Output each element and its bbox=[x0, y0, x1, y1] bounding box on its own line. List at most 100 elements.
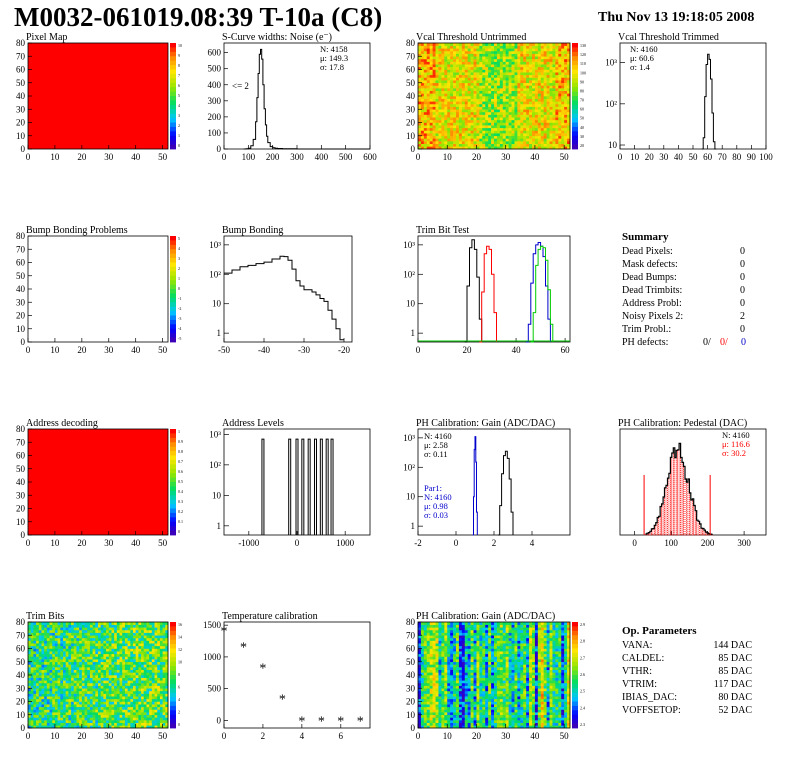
heatmap-cell bbox=[523, 122, 527, 126]
heatmap-cell bbox=[154, 624, 158, 628]
heatmap-cell bbox=[100, 680, 104, 684]
heatmap-cell bbox=[420, 143, 425, 147]
heatmap-cell bbox=[73, 709, 77, 713]
stats-line: Par1: bbox=[424, 483, 442, 493]
heatmap-cell bbox=[418, 624, 422, 628]
heatmap-cell bbox=[423, 93, 428, 97]
heatmap-cell bbox=[429, 61, 433, 65]
heatmap-cell bbox=[135, 669, 139, 673]
heatmap-cell bbox=[57, 651, 61, 655]
heatmap-cell bbox=[444, 101, 448, 105]
heatmap-cell bbox=[71, 656, 75, 660]
heatmap-cell bbox=[444, 106, 448, 110]
heatmap-cell bbox=[92, 661, 96, 665]
heatmap-cell bbox=[447, 96, 451, 99]
heatmap-cell bbox=[79, 672, 83, 676]
heatmap-cell bbox=[426, 637, 430, 641]
heatmap-cell bbox=[514, 50, 518, 54]
heatmap-cell bbox=[537, 125, 542, 129]
heatmap-cell bbox=[499, 122, 504, 126]
heatmap-cell bbox=[561, 117, 565, 121]
heatmap-cell bbox=[491, 61, 495, 65]
heatmap-cell bbox=[124, 706, 128, 710]
heatmap-cell bbox=[517, 74, 521, 78]
heatmap-cell bbox=[418, 74, 422, 78]
heatmap-cell bbox=[154, 656, 158, 660]
heatmap-cell bbox=[426, 127, 430, 131]
heatmap-cell bbox=[432, 661, 436, 665]
heatmap-cell bbox=[526, 45, 530, 49]
heatmap-cell bbox=[130, 706, 134, 710]
heatmap-cell bbox=[130, 690, 134, 694]
heatmap-cell bbox=[561, 96, 565, 99]
heatmap-cell bbox=[44, 680, 48, 684]
heatmap-cell bbox=[526, 109, 530, 113]
heatmap-cell bbox=[157, 645, 161, 649]
heatmap-cell bbox=[426, 125, 430, 129]
heatmap-cell bbox=[44, 648, 48, 652]
heatmap-cell bbox=[41, 645, 45, 649]
heatmap-cell bbox=[450, 82, 454, 86]
heatmap-cell bbox=[532, 56, 536, 60]
x-tick-label: -40 bbox=[258, 345, 270, 355]
heatmap-cell bbox=[426, 58, 430, 62]
heatmap-cell bbox=[520, 82, 524, 86]
heatmap-cell bbox=[467, 122, 471, 126]
heatmap-cell bbox=[473, 90, 477, 94]
heatmap-cell bbox=[89, 643, 93, 647]
heatmap-cell bbox=[106, 701, 110, 705]
heatmap-cell bbox=[141, 645, 145, 649]
heatmap-cell bbox=[432, 77, 436, 81]
heatmap-cell bbox=[154, 693, 158, 697]
heatmap-cell bbox=[100, 667, 104, 670]
heatmap-cell bbox=[438, 93, 442, 97]
heatmap-cell bbox=[111, 667, 115, 670]
x-tick-label: 0 bbox=[632, 538, 637, 548]
heatmap-cell bbox=[517, 114, 521, 118]
heatmap-cell bbox=[499, 74, 504, 78]
heatmap-cell bbox=[444, 135, 448, 139]
heatmap-cell bbox=[84, 709, 88, 713]
heatmap-cell bbox=[135, 685, 139, 689]
heatmap-cell bbox=[435, 85, 439, 89]
heatmap-cell bbox=[532, 64, 536, 68]
heatmap-cell bbox=[44, 677, 48, 681]
heatmap-cell bbox=[458, 111, 463, 115]
heatmap-cell bbox=[429, 138, 433, 142]
heatmap-cell bbox=[517, 61, 521, 65]
heatmap-cell bbox=[558, 109, 562, 113]
heatmap-cell bbox=[98, 685, 101, 689]
heatmap-cell bbox=[100, 664, 104, 668]
heatmap-cell bbox=[499, 88, 504, 91]
heatmap-cell bbox=[38, 637, 42, 641]
heatmap-cell bbox=[111, 688, 115, 692]
colorbar-label: 120 bbox=[580, 52, 586, 57]
heatmap-cell bbox=[420, 672, 425, 676]
y-tick-label: 10³ bbox=[605, 58, 617, 68]
heatmap-cell bbox=[114, 706, 118, 710]
heatmap-cell bbox=[151, 659, 155, 663]
colorbar-label: 0.7 bbox=[178, 459, 183, 464]
heatmap-cell bbox=[159, 722, 163, 726]
heatmap-cell bbox=[114, 682, 118, 686]
heatmap-cell bbox=[479, 66, 483, 70]
heatmap-cell bbox=[470, 82, 474, 86]
heatmap-cell bbox=[154, 640, 158, 644]
heatmap-cell bbox=[60, 725, 64, 729]
heatmap-cell bbox=[89, 717, 93, 721]
heatmap-cell bbox=[84, 629, 88, 633]
heatmap-cell bbox=[73, 653, 77, 657]
heatmap-cell bbox=[106, 682, 110, 686]
heatmap-cell bbox=[95, 624, 99, 628]
heatmap-cell bbox=[154, 725, 158, 729]
x-tick-label: 200 bbox=[266, 152, 280, 162]
heatmap-cell bbox=[127, 706, 131, 710]
y-tick-label: 10³ bbox=[403, 433, 415, 443]
heatmap-cell bbox=[499, 56, 504, 60]
heatmap-cell bbox=[491, 130, 495, 134]
heatmap-cell bbox=[154, 698, 158, 702]
heatmap-cell bbox=[103, 645, 107, 649]
heatmap-cell bbox=[108, 706, 112, 710]
colorbar-label: 4 bbox=[178, 697, 180, 702]
